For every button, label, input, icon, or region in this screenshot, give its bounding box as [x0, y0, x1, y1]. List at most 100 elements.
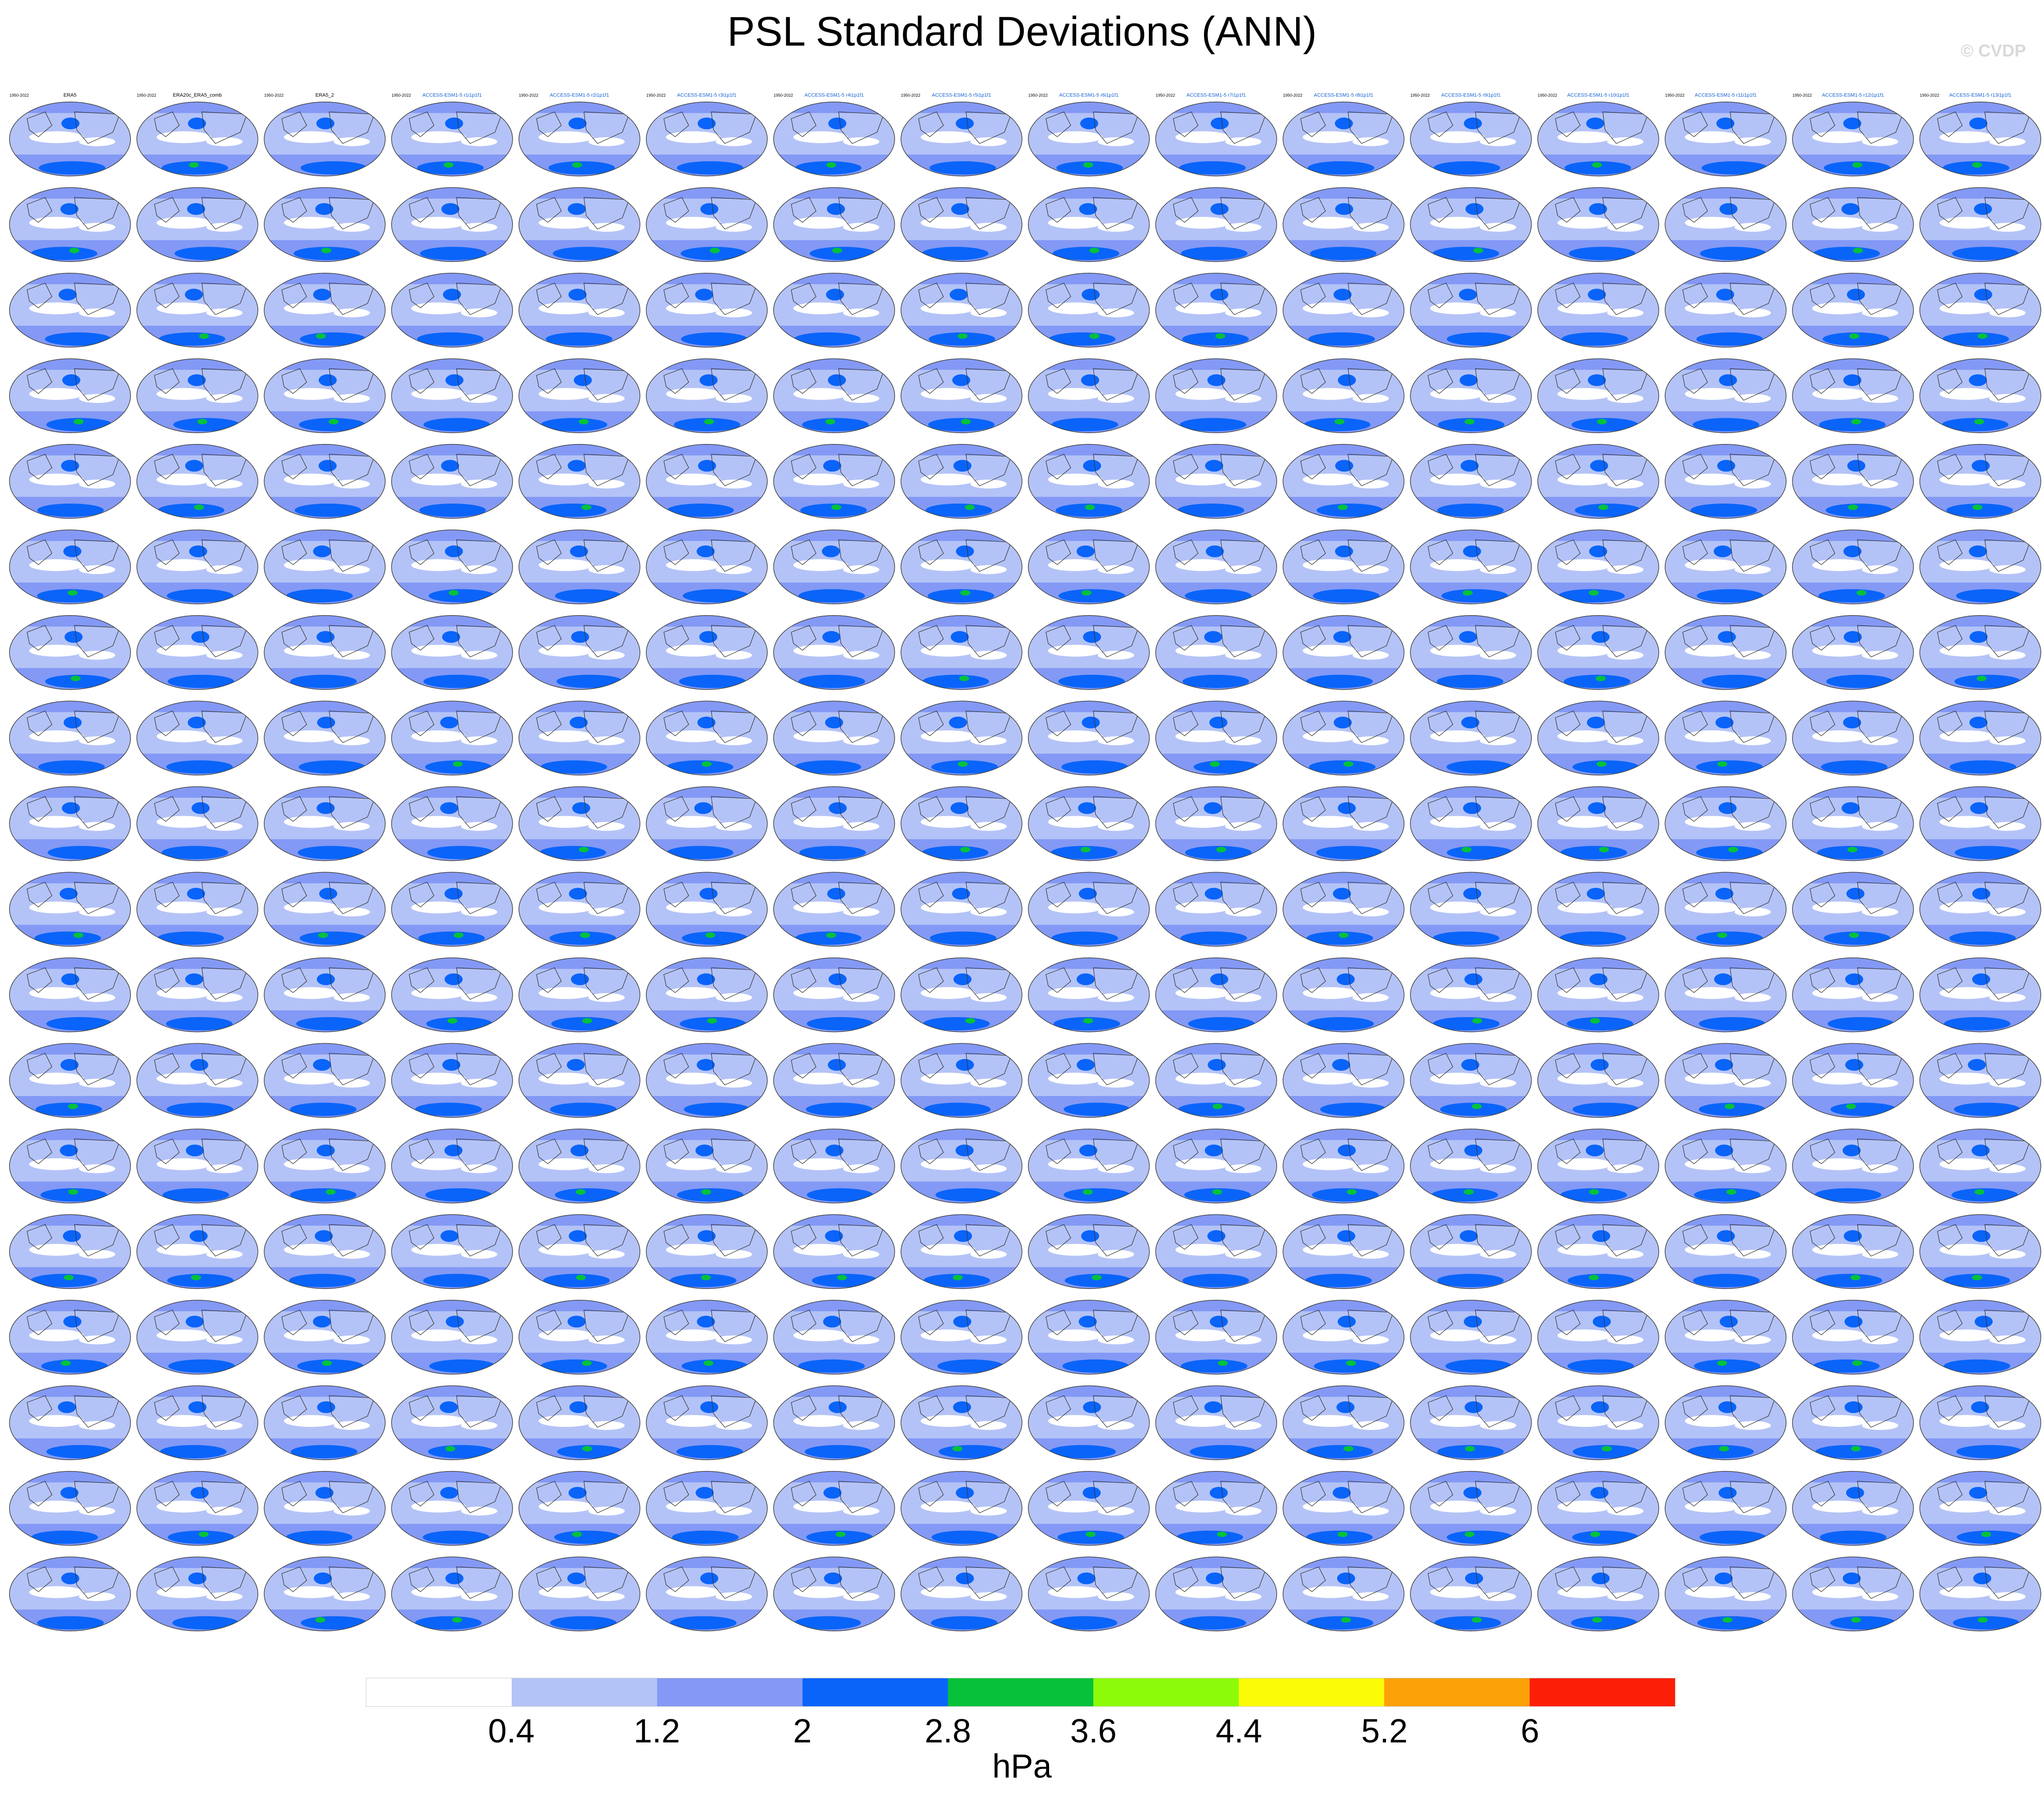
continent-outline [663, 710, 689, 737]
map-frame [1410, 615, 1532, 690]
map-frame [646, 444, 768, 519]
map-frame [136, 358, 258, 433]
continent-outline [1984, 882, 2030, 914]
psl-field [1461, 847, 1472, 853]
continent-outline [711, 1139, 757, 1171]
continent-outline [1173, 1138, 1199, 1164]
psl-field [843, 1592, 880, 1602]
psl-field [428, 1445, 495, 1458]
psl-field [411, 730, 466, 742]
map-frame [9, 1043, 131, 1118]
psl-field [429, 1359, 496, 1373]
map-panel [9, 786, 131, 861]
continent-outline [154, 796, 180, 822]
continent-outline [1045, 111, 1071, 137]
panel-label: ACCESS-ESM1-5 r13i1p1f1 [1949, 93, 2011, 98]
psl-field [798, 674, 865, 688]
psl-field [1430, 217, 1485, 229]
psl-field [1179, 1616, 1246, 1630]
psl-field [418, 931, 485, 945]
continent-outline [409, 111, 434, 137]
continent-outline [918, 1309, 944, 1335]
psl-field [1844, 1316, 1863, 1328]
psl-field [1097, 1592, 1134, 1602]
continent-outline [1173, 1480, 1199, 1507]
psl-field [63, 545, 82, 557]
continent-outline [409, 796, 434, 822]
psl-field [1607, 822, 1644, 831]
psl-field [1567, 1274, 1634, 1287]
continent-outline [27, 1395, 52, 1421]
psl-field [1557, 1329, 1612, 1341]
map-panel [1792, 1214, 1914, 1289]
psl-field [1607, 223, 1644, 232]
continent-outline [966, 967, 1012, 1000]
continent-outline [74, 112, 120, 144]
psl-field [793, 1244, 848, 1256]
psl-field [137, 273, 258, 285]
map-frame [1919, 615, 2041, 690]
psl-field [420, 247, 487, 260]
continent-outline [1173, 796, 1199, 822]
psl-field [301, 1616, 368, 1630]
psl-field [1177, 503, 1245, 517]
continent-outline [1348, 710, 1394, 743]
psl-field [333, 736, 370, 746]
continent-outline [456, 283, 502, 315]
map-frame [773, 1300, 895, 1375]
psl-field [920, 730, 975, 742]
psl-field [1696, 931, 1763, 945]
continent-outline [1937, 453, 1963, 480]
map-frame [773, 273, 895, 348]
map-frame [773, 1556, 895, 1631]
map-frame [773, 786, 895, 861]
map-panel [1792, 957, 1914, 1032]
psl-field [64, 1275, 74, 1280]
continent-outline [663, 111, 689, 137]
psl-field [1699, 1530, 1766, 1544]
continent-outline [1348, 112, 1394, 144]
continent-outline [838, 967, 884, 1000]
psl-field [61, 973, 79, 985]
psl-field [646, 701, 767, 712]
psl-field [1078, 1316, 1097, 1328]
map-frame [1283, 1214, 1405, 1289]
continent-outline [1602, 1224, 1648, 1256]
psl-field [299, 931, 366, 945]
psl-field [1856, 590, 1867, 596]
psl-field [1204, 1401, 1223, 1413]
cvdp-watermark: © CVDP [1960, 42, 2026, 61]
map-frame [1537, 1300, 1659, 1375]
psl-field [1225, 907, 1262, 917]
map-panel [1665, 1214, 1787, 1289]
map-frame [391, 1300, 513, 1375]
psl-field [715, 1335, 752, 1345]
psl-field [1557, 644, 1612, 657]
psl-field [1028, 701, 1149, 712]
map-frame [1410, 273, 1532, 348]
psl-field [774, 1471, 895, 1483]
psl-field [1205, 545, 1224, 557]
psl-field [666, 901, 721, 914]
map-frame [391, 615, 513, 690]
psl-field [137, 615, 258, 627]
psl-field [429, 589, 495, 602]
continent-outline [201, 283, 247, 315]
psl-field [970, 650, 1007, 660]
continent-outline [456, 112, 502, 144]
continent-outline [1220, 1566, 1266, 1599]
map-frame [1919, 529, 2041, 604]
continent-outline [791, 111, 817, 137]
continent-outline [711, 967, 757, 1000]
psl-field [701, 1275, 711, 1280]
continent-outline [1602, 625, 1648, 658]
continent-outline [711, 1566, 757, 1599]
psl-field [461, 1164, 498, 1173]
continent-outline [1682, 1480, 1708, 1507]
psl-field [697, 117, 716, 130]
continent-outline [918, 1224, 944, 1250]
psl-field [1598, 504, 1609, 510]
map-frame [518, 1556, 640, 1631]
map-frame [1792, 444, 1914, 519]
